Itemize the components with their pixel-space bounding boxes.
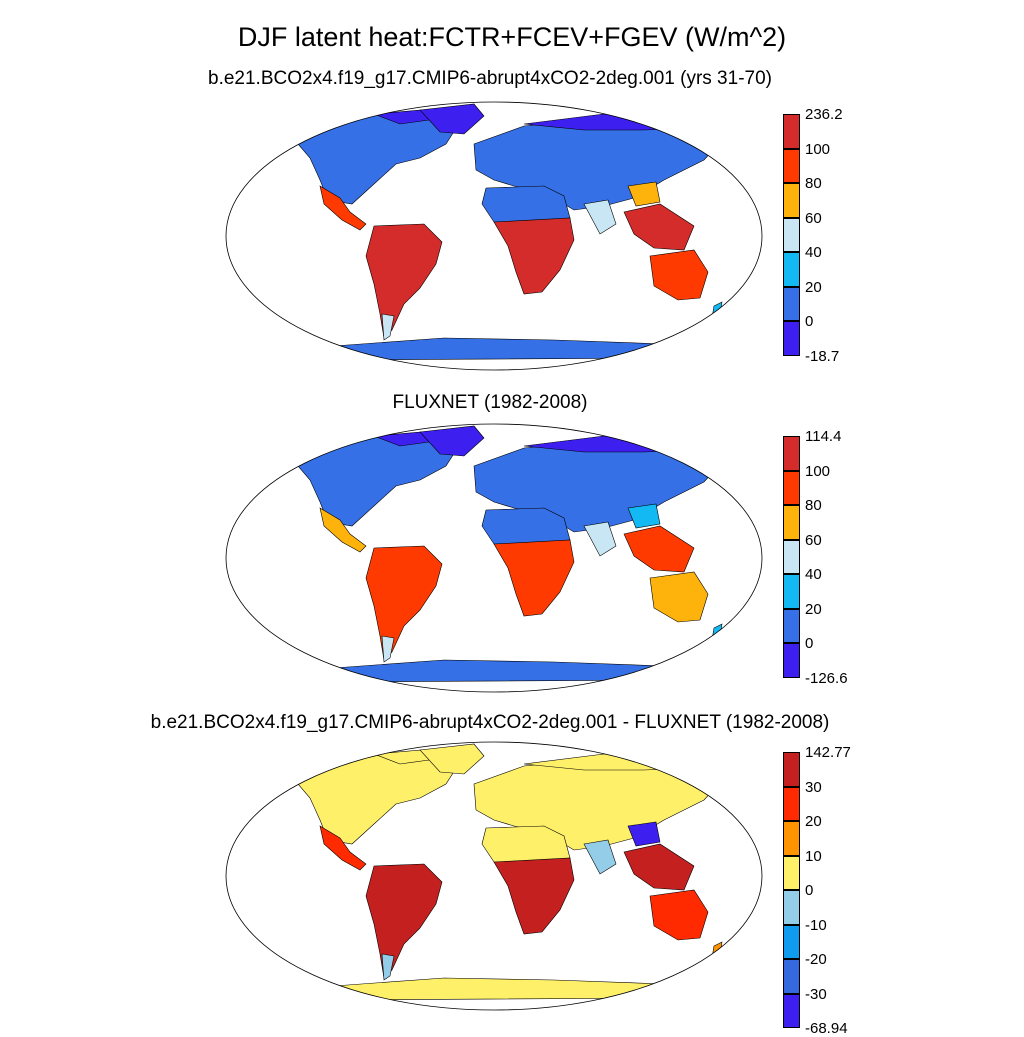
colorbar-label: 114.4 (805, 428, 842, 445)
antarctica-region (313, 977, 685, 1001)
colorbar-swatch (783, 217, 800, 252)
panel-3-map (225, 741, 763, 1011)
greenland-region (419, 743, 485, 775)
colorbar-swatch (783, 321, 800, 356)
colorbar-label: 100 (805, 462, 831, 480)
colorbar-swatch (783, 821, 800, 856)
colorbar-label: 60 (805, 531, 822, 549)
colorbar-swatch (783, 114, 800, 149)
colorbar-swatch (783, 148, 800, 183)
map-frame (225, 101, 763, 371)
colorbar-label: 0 (805, 882, 814, 899)
colorbar-label: -18.7 (805, 347, 840, 365)
colorbar-label: -68.94 (805, 1020, 848, 1037)
central-america-region (319, 507, 367, 553)
australia-region (649, 249, 709, 301)
panel-1-colorbar: 236.2 100 80 60 40 20 0 -18.7 (783, 106, 863, 365)
map-frame (225, 741, 763, 1011)
south-america-region (365, 545, 443, 661)
colorbar-swatch (783, 959, 800, 994)
southeast-asia-region (623, 525, 695, 573)
panel-2-map (225, 423, 763, 693)
colorbar-label: 40 (805, 566, 822, 583)
south-asia-region (583, 521, 617, 557)
colorbar-label: 0 (805, 313, 814, 330)
colorbar-label: -20 (805, 951, 827, 968)
colorbar-label: 80 (805, 175, 822, 192)
colorbar-label: 60 (805, 209, 822, 227)
colorbar-swatch (783, 505, 800, 540)
colorbar-swatch (783, 993, 800, 1028)
map-frame (225, 423, 763, 693)
east-asia-region (627, 821, 661, 847)
colorbar-swatch (783, 608, 800, 643)
patagonia-region (381, 953, 395, 981)
east-asia-region (627, 181, 661, 207)
australia-region (649, 571, 709, 623)
colorbar-swatch (783, 786, 800, 821)
colorbar-swatch (783, 539, 800, 574)
east-asia-region (627, 503, 661, 529)
colorbar-swatch (783, 470, 800, 505)
south-asia-region (583, 839, 617, 875)
colorbar-label: 0 (805, 635, 814, 652)
antarctica-region (313, 659, 685, 683)
panel-1-map (225, 101, 763, 371)
africa-region (493, 539, 575, 617)
panel-3-colorbar: 142.77 30 20 10 0 -10 -20 -30 -68.94 (783, 744, 863, 1037)
panel-2-subtitle: FLUXNET (1982-2008) (392, 392, 588, 413)
colorbar-swatch (783, 252, 800, 287)
colorbar-label: -30 (805, 985, 827, 1003)
colorbar-label: 20 (805, 278, 822, 296)
colorbar-label: 20 (805, 813, 822, 830)
greenland-region (419, 103, 485, 135)
south-america-region (365, 223, 443, 339)
panel-2-colorbar: 114.4 100 80 60 40 20 0 -126.6 (783, 428, 863, 687)
patagonia-region (381, 635, 395, 663)
colorbar-label: 80 (805, 497, 822, 514)
greenland-region (419, 425, 485, 457)
colorbar-swatch (783, 643, 800, 678)
panel-1-subtitle: b.e21.BCO2x4.f19_g17.CMIP6-abrupt4xCO2-2… (208, 68, 772, 89)
colorbar-label: 142.77 (805, 744, 851, 761)
africa-region (493, 217, 575, 295)
patagonia-region (381, 313, 395, 341)
colorbar-label: 30 (805, 778, 822, 796)
colorbar-label: 100 (805, 140, 831, 158)
colorbar-label: -10 (805, 916, 827, 934)
colorbar-swatch (783, 752, 800, 787)
colorbar-label: 10 (805, 847, 822, 865)
colorbar-swatch (783, 924, 800, 959)
colorbar-label: 40 (805, 244, 822, 261)
central-america-region (319, 825, 367, 871)
colorbar-swatch (783, 890, 800, 925)
colorbar-swatch (783, 855, 800, 890)
colorbar-swatch (783, 436, 800, 471)
colorbar-swatch (783, 286, 800, 321)
south-america-region (365, 863, 443, 979)
africa-region (493, 857, 575, 935)
colorbar-label: -126.6 (805, 669, 848, 687)
panel-3-subtitle: b.e21.BCO2x4.f19_g17.CMIP6-abrupt4xCO2-2… (150, 712, 830, 733)
southeast-asia-region (623, 843, 695, 891)
colorbar-label: 20 (805, 600, 822, 618)
colorbar-swatch (783, 183, 800, 218)
south-asia-region (583, 199, 617, 235)
colorbar-label: 236.2 (805, 106, 843, 123)
colorbar-swatch (783, 574, 800, 609)
figure-title: DJF latent heat:FCTR+FCEV+FGEV (W/m^2) (237, 22, 787, 52)
central-america-region (319, 185, 367, 231)
southeast-asia-region (623, 203, 695, 251)
antarctica-region (313, 337, 685, 361)
australia-region (649, 889, 709, 941)
